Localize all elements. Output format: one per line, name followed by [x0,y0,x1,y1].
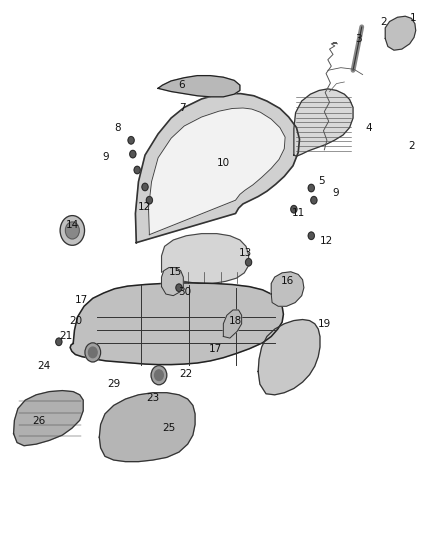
Circle shape [142,183,148,191]
Polygon shape [148,108,285,235]
Text: 3: 3 [355,34,362,44]
Text: 25: 25 [162,423,176,433]
Text: 23: 23 [146,393,159,403]
Text: 12: 12 [320,236,334,246]
Text: 17: 17 [74,295,88,305]
Text: 20: 20 [69,316,82,326]
Text: 19: 19 [318,319,331,329]
Circle shape [56,338,62,345]
Circle shape [151,366,167,385]
Polygon shape [99,393,195,462]
Circle shape [291,206,297,213]
Polygon shape [162,268,184,296]
Text: 15: 15 [169,267,182,277]
Text: 26: 26 [32,416,45,426]
Text: 1: 1 [410,13,416,23]
Polygon shape [135,94,300,243]
Text: 17: 17 [209,344,222,354]
Circle shape [246,259,252,266]
Polygon shape [271,272,304,306]
Text: 22: 22 [180,369,193,378]
Text: 7: 7 [179,103,185,114]
Circle shape [60,216,85,245]
Text: 14: 14 [66,220,79,230]
Circle shape [130,150,136,158]
Circle shape [85,343,101,362]
Text: 8: 8 [115,123,121,133]
Circle shape [308,232,314,239]
Text: 5: 5 [318,175,325,185]
Text: 9: 9 [102,152,109,162]
Polygon shape [258,319,320,395]
Polygon shape [223,310,242,338]
Polygon shape [70,283,283,365]
Circle shape [128,136,134,144]
Circle shape [88,347,97,358]
Text: 10: 10 [217,158,230,168]
Circle shape [311,197,317,204]
Circle shape [308,184,314,192]
Polygon shape [294,89,353,156]
Text: 6: 6 [179,79,185,90]
Circle shape [155,370,163,381]
Text: 12: 12 [138,202,151,212]
Polygon shape [162,233,249,284]
Circle shape [176,284,182,292]
Text: 30: 30 [179,287,191,297]
Text: 9: 9 [332,188,339,198]
Text: 2: 2 [408,141,415,151]
Text: 24: 24 [37,361,51,370]
Text: 13: 13 [238,248,252,259]
Text: 16: 16 [281,276,294,286]
Text: 21: 21 [59,332,72,342]
Circle shape [65,222,79,239]
Text: 4: 4 [365,123,371,133]
Polygon shape [14,391,83,446]
Text: 2: 2 [380,17,387,27]
Text: 29: 29 [107,379,120,389]
Circle shape [134,166,140,174]
Text: 18: 18 [229,316,242,326]
Polygon shape [385,16,416,50]
Text: 11: 11 [292,208,305,218]
Polygon shape [158,76,240,97]
Circle shape [146,197,152,204]
